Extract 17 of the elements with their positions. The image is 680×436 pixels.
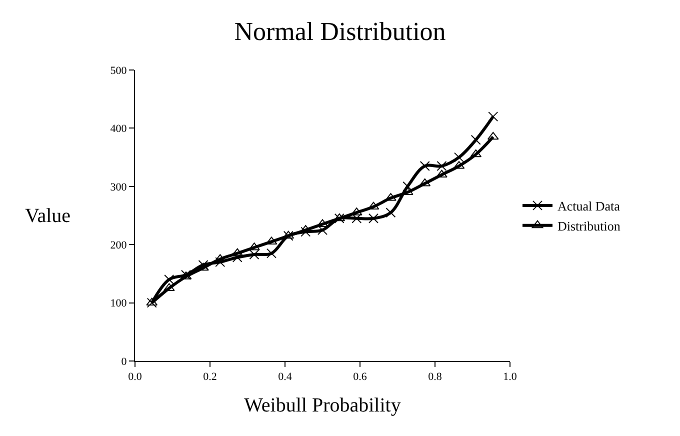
chart-title: Normal Distribution [234,17,446,46]
y-tick-label: 400 [110,123,128,136]
legend-label: Actual Data [558,198,620,214]
x-tick-label: 0.0 [128,371,142,384]
x-tick-label: 0.8 [428,371,442,384]
x-tick-label: 0.2 [203,371,217,384]
legend-label: Distribution [558,218,621,234]
y-tick-label: 300 [110,181,128,194]
y-tick-label: 100 [110,298,128,310]
x-tick-label: 1.0 [503,371,518,384]
x-tick-label: 0.6 [353,371,368,384]
y-tick-label: 0 [121,356,128,368]
y-tick-label: 500 [110,64,128,77]
y-axis-title: Value [25,205,71,227]
y-tick-label: 200 [110,239,128,252]
x-axis-title: Weibull Probability [244,394,401,417]
x-tick-label: 0.4 [278,371,292,384]
